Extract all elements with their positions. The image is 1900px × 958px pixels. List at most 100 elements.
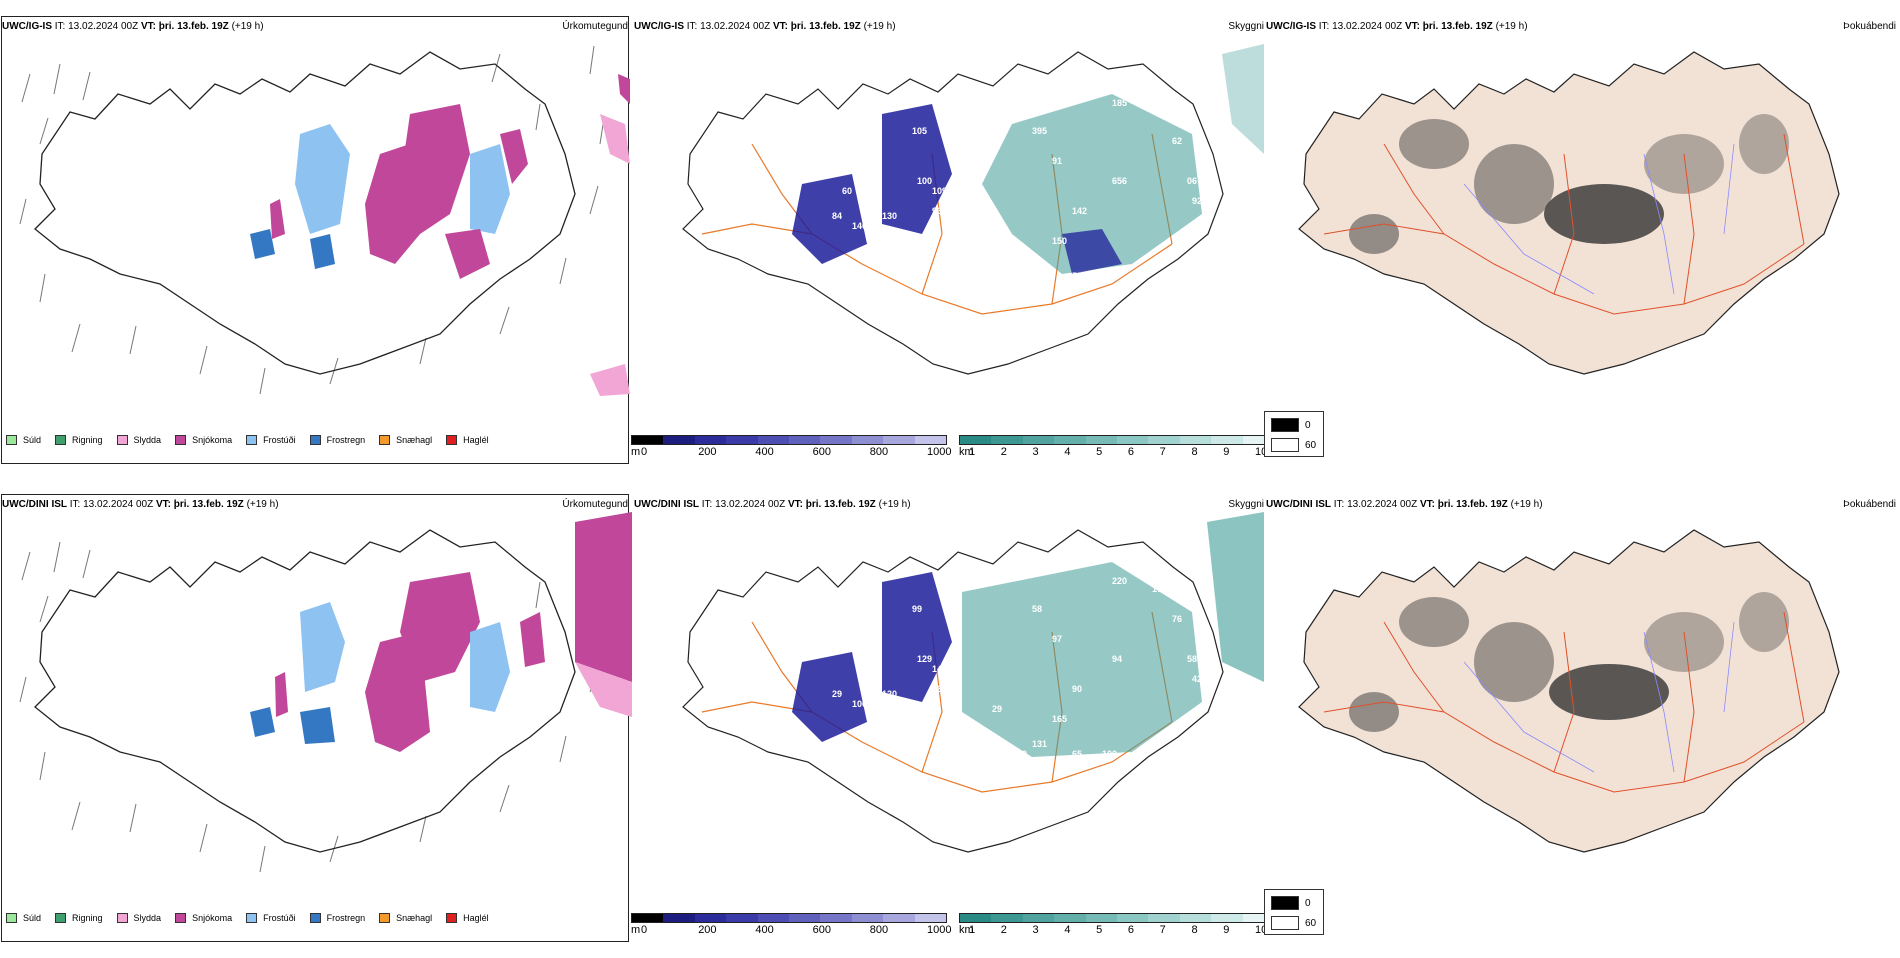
visibility-value-label: 140 bbox=[1012, 749, 1027, 759]
roads bbox=[1323, 133, 1805, 315]
colorbar-segment bbox=[1211, 436, 1243, 444]
colorbar-segment bbox=[960, 914, 992, 922]
init-time: 13.02.2024 00Z bbox=[83, 499, 154, 510]
fog-legend-label: 0 bbox=[1305, 419, 1311, 431]
legend-swatch bbox=[6, 435, 17, 445]
colorbar-segment bbox=[851, 436, 884, 444]
lead-time: (+19 h) bbox=[231, 21, 264, 32]
colorbar-segment bbox=[694, 914, 727, 922]
lead-time: (+19 h) bbox=[246, 499, 279, 510]
precip-type-panel: UWC/DINI ISL IT: 13.02.2024 00Z VT: þri.… bbox=[0, 488, 632, 948]
rivers bbox=[1463, 143, 1735, 295]
visibility-value-label: 140 bbox=[852, 221, 867, 231]
colorbar-segment bbox=[663, 436, 695, 444]
visibility-value-label: 170 bbox=[1152, 584, 1167, 594]
colorbar-tick: 2 bbox=[1000, 446, 1007, 458]
legend-swatch bbox=[6, 913, 17, 923]
model-name: UWC/IG-IS bbox=[634, 21, 684, 32]
fog-legend-row: 0 bbox=[1271, 896, 1311, 910]
colorbar-segment bbox=[726, 436, 758, 444]
colorbar-segment bbox=[991, 436, 1023, 444]
legend-swatch bbox=[379, 435, 391, 445]
legend-swatch bbox=[116, 435, 128, 445]
colorbar-segment bbox=[1179, 914, 1212, 922]
visibility-value-label: 105 bbox=[822, 271, 837, 281]
visibility-value-label: 131 bbox=[1032, 739, 1047, 749]
vt-label: VT: bbox=[155, 499, 171, 510]
init-time: 13.02.2024 00Z bbox=[700, 21, 771, 32]
visibility-value-label: 148 bbox=[932, 664, 947, 674]
legend-item: Haglél bbox=[446, 913, 489, 923]
precip-legend: Súld Rigning Slydda Snjókoma Frostúði Frostre… bbox=[6, 913, 503, 923]
visibility-value-label: 60 bbox=[842, 186, 852, 196]
colorbar-segment bbox=[632, 436, 664, 444]
legend-label: Slydda bbox=[133, 913, 162, 923]
visibility-value-label: 76 bbox=[1172, 614, 1182, 624]
colorbar-tick: 400 bbox=[755, 446, 774, 458]
colorbar-tick: 1 bbox=[969, 924, 976, 936]
legend-item: Haglél bbox=[446, 435, 489, 445]
colorbar-segment bbox=[1179, 436, 1212, 444]
visibility-value-label: 100 bbox=[852, 699, 867, 709]
precip-panel-frame bbox=[1, 494, 629, 942]
iceland-coast bbox=[682, 51, 1224, 375]
vt-label: VT: bbox=[772, 21, 788, 32]
colorbar-tick: 7 bbox=[1159, 446, 1166, 458]
visibility-value-label: 105 bbox=[912, 126, 927, 136]
forecast-row-igis: UWC/IG-IS IT: 13.02.2024 00Z VT: þri. 13… bbox=[0, 10, 1900, 480]
legend-item: Súld bbox=[6, 435, 41, 445]
fog-index-panel: UWC/DINI ISL IT: 13.02.2024 00Z VT: þri.… bbox=[1264, 488, 1900, 948]
colorbar-segment bbox=[851, 914, 884, 922]
legend-label: Súld bbox=[23, 435, 42, 445]
visibility-value-label: 99 bbox=[912, 604, 922, 614]
colorbar-segment bbox=[1242, 436, 1275, 444]
legend-swatch bbox=[446, 435, 458, 445]
legend-swatch bbox=[175, 435, 187, 445]
vt-label: VT: bbox=[787, 499, 803, 510]
panel-title: Skyggni bbox=[1228, 21, 1264, 32]
valid-time: þri. 13.feb. 19Z bbox=[790, 21, 861, 32]
colorbar-segment bbox=[694, 436, 727, 444]
colorbar-segment bbox=[1085, 914, 1118, 922]
visibility-value-label: 220 bbox=[1112, 576, 1127, 586]
visibility-labels: 170 220 58 76 01 97 587 427 94 90 165 131 140 65 100 20… bbox=[832, 576, 1207, 759]
visibility-unit: km bbox=[959, 924, 974, 936]
visibility-value-label: 150 bbox=[1052, 236, 1067, 246]
roads bbox=[1323, 611, 1805, 793]
visibility-value-label: 113 bbox=[1132, 271, 1147, 281]
colorbar-tick: 8 bbox=[1191, 924, 1198, 936]
visibility-value-label: 97 bbox=[1052, 634, 1062, 644]
colorbar-segment bbox=[820, 914, 852, 922]
fog-legend-swatch bbox=[1271, 916, 1299, 930]
visibility-value-label: 06 bbox=[1187, 176, 1197, 186]
legend-label: Frostregn bbox=[326, 435, 366, 445]
legend-label: Frostúði bbox=[263, 435, 296, 445]
colorbars: m 0 200 400 600 800 1000 km 1 2 3 4 5 6 7 8 9 10 bbox=[631, 435, 1331, 465]
panel-title: Skyggni bbox=[1228, 499, 1264, 510]
legend-swatch bbox=[55, 913, 67, 923]
colorbar-tick: 8 bbox=[1191, 446, 1198, 458]
colorbar-tick: 6 bbox=[1127, 924, 1134, 936]
legend-label: Snæhagl bbox=[396, 435, 433, 445]
colorbar-segment bbox=[960, 436, 992, 444]
fog-map bbox=[1298, 529, 1840, 853]
panel-title: Þokuábendi bbox=[1843, 499, 1896, 510]
visibility-value-label: 58 bbox=[1032, 604, 1042, 614]
colorbar-tick: 600 bbox=[812, 446, 831, 458]
colorbar-tick: 1 bbox=[969, 446, 976, 458]
colorbar-segment bbox=[1148, 436, 1180, 444]
legend-swatch bbox=[309, 913, 321, 923]
colorbar-tick: 400 bbox=[755, 924, 774, 936]
legend-swatch bbox=[175, 913, 187, 923]
colorbar-tick: 2 bbox=[1000, 924, 1007, 936]
precip-type-panel: UWC/IG-IS IT: 13.02.2024 00Z VT: þri. 13… bbox=[0, 10, 632, 470]
visibility-panel: UWC/DINI ISL IT: 13.02.2024 00Z VT: þri.… bbox=[632, 488, 1264, 948]
legend-label: Snjókoma bbox=[192, 435, 233, 445]
colorbar-tick: 800 bbox=[869, 446, 889, 458]
visibility-colorbar bbox=[959, 435, 1275, 445]
visibility-value-label: 109 bbox=[932, 186, 947, 196]
colorbar-tick: 200 bbox=[698, 924, 717, 936]
visibility-value-label: 165 bbox=[1052, 714, 1067, 724]
visibility-value-label: 208 bbox=[1132, 749, 1147, 759]
panel-header: UWC/DINI ISL IT: 13.02.2024 00Z VT: þri.… bbox=[1266, 499, 1543, 510]
